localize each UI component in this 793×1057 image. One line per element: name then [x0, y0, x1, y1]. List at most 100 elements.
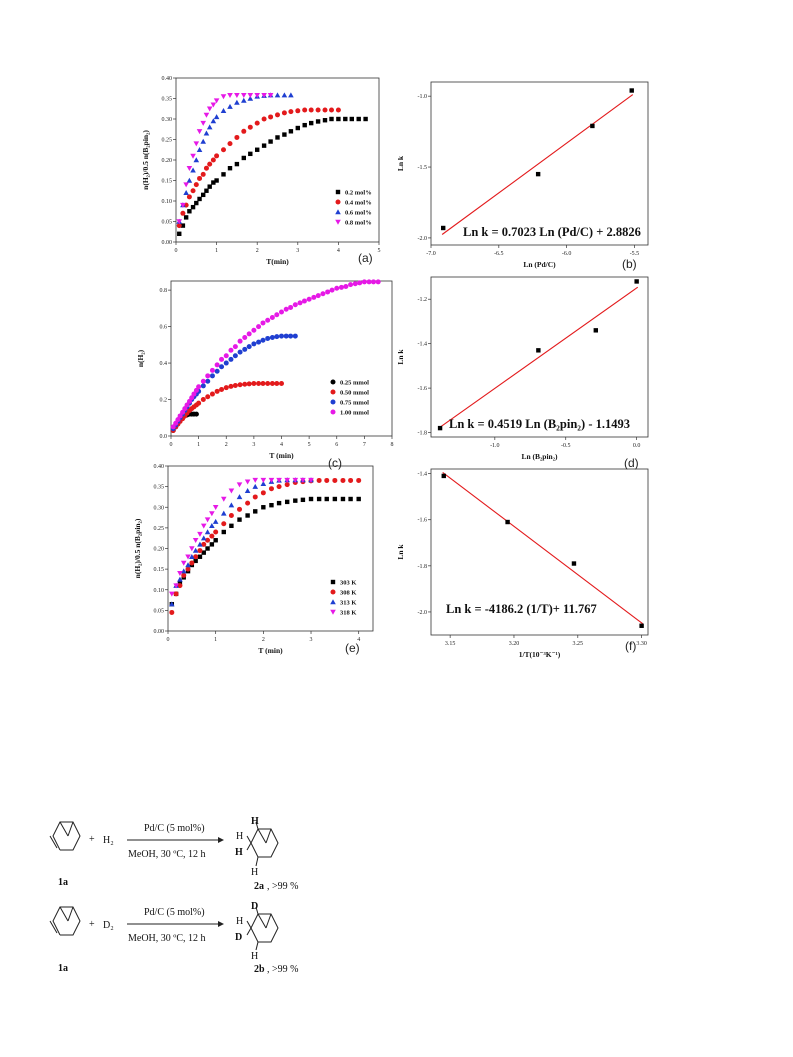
- data-point: [189, 560, 195, 566]
- y-tick-label: 0.00: [162, 240, 173, 246]
- data-point: [316, 496, 322, 502]
- panel-label: (b): [622, 257, 637, 271]
- data-point: [265, 317, 271, 323]
- data-point: [206, 106, 213, 112]
- y-tick-label: -1.4: [418, 342, 428, 348]
- data-point: [246, 344, 252, 350]
- data-point: [205, 378, 211, 384]
- data-point: [201, 192, 206, 198]
- data-point: [183, 215, 189, 220]
- data-point: [292, 477, 299, 483]
- data-point: [197, 554, 203, 559]
- legend-label: 313 K: [340, 600, 356, 607]
- legend-marker: [335, 209, 341, 215]
- data-point: [269, 335, 275, 341]
- data-point: [590, 123, 595, 129]
- x-axis-label: T (min): [258, 646, 283, 655]
- x-tick-label: 0: [175, 248, 178, 254]
- y-tick-label: -1.4: [418, 472, 428, 478]
- data-point: [246, 331, 252, 337]
- data-point: [268, 477, 275, 483]
- data-point: [189, 553, 195, 559]
- data-point: [203, 165, 209, 171]
- y-tick-label: -1.5: [418, 165, 428, 171]
- data-point: [292, 302, 298, 308]
- y-axis-label: Ln k: [396, 155, 405, 171]
- data-point: [197, 175, 203, 181]
- legend-label: 1.00 mmol: [340, 410, 369, 417]
- x-tick-label: -1.0: [490, 443, 500, 449]
- data-point: [177, 571, 183, 577]
- y-tick-label: 0.4: [160, 361, 168, 367]
- legend-label: 0.4 mol%: [345, 200, 372, 207]
- data-point: [283, 333, 289, 339]
- data-point: [221, 529, 226, 535]
- data-point: [221, 147, 227, 153]
- data-point: [251, 341, 257, 347]
- data-point: [349, 116, 354, 122]
- data-point: [189, 546, 195, 552]
- data-point: [324, 477, 330, 483]
- data-point: [207, 161, 213, 167]
- data-point: [212, 518, 219, 524]
- data-point: [181, 572, 187, 578]
- data-point: [228, 513, 234, 518]
- y-tick-label: 0.35: [154, 485, 165, 491]
- data-point: [210, 118, 217, 124]
- data-point: [366, 279, 372, 285]
- data-point: [177, 231, 182, 236]
- data-point: [274, 334, 280, 340]
- data-point: [214, 368, 220, 374]
- data-point: [300, 477, 306, 483]
- data-point: [343, 283, 349, 289]
- data-point: [267, 93, 274, 99]
- data-point: [269, 314, 275, 320]
- fit-equation: Ln k = 0.4519 Ln (B₂pin₂) - 1.1493: [449, 417, 630, 431]
- data-point: [332, 496, 338, 502]
- chart-a: 0 1 2 3 4 5 0.00 0.05 0.10 0.15 0.20 0.25 0.30 0.35 0.…: [141, 76, 381, 266]
- data-point: [180, 223, 186, 228]
- data-point: [288, 109, 294, 115]
- data-point: [288, 333, 294, 339]
- data-point: [302, 122, 307, 128]
- data-point: [207, 184, 212, 189]
- x-tick-label: 1: [197, 442, 200, 448]
- data-point: [300, 497, 306, 503]
- data-point: [256, 324, 262, 330]
- y-tick-label: 0.20: [154, 547, 165, 553]
- y-axis-label: Ln k: [396, 349, 405, 365]
- data-point: [261, 93, 267, 99]
- fit-equation: Ln k = -4186.2 (1/T)+ 11.767: [446, 602, 597, 616]
- x-axis-label: Ln (B₂pin₂): [522, 452, 558, 461]
- fit-line: [442, 472, 644, 625]
- x-tick-label: 5: [308, 442, 311, 448]
- x-tick-label: 3.25: [573, 641, 584, 647]
- x-tick-label: 3: [296, 248, 299, 254]
- data-point: [251, 327, 257, 333]
- data-point: [180, 202, 186, 208]
- data-point: [173, 591, 179, 597]
- series-313-k: [169, 477, 314, 607]
- data-point: [193, 411, 199, 417]
- data-point: [196, 400, 202, 406]
- data-point: [184, 402, 190, 408]
- data-point: [176, 223, 182, 229]
- data-point: [265, 335, 271, 341]
- data-point: [254, 120, 260, 126]
- data-point: [203, 112, 210, 118]
- data-point: [261, 505, 266, 510]
- plot-frame: [430, 276, 649, 438]
- data-point: [370, 279, 376, 285]
- data-point: [247, 124, 253, 130]
- data-point: [210, 157, 216, 163]
- data-point: [288, 129, 294, 134]
- data-point: [197, 531, 203, 537]
- data-point: [288, 92, 294, 98]
- x-tick-label: 0: [167, 637, 170, 643]
- data-point: [200, 138, 207, 144]
- y-tick-label: 0.35: [162, 97, 173, 103]
- data-point: [190, 204, 196, 210]
- data-point: [196, 384, 202, 390]
- panel-label: (d): [624, 456, 639, 470]
- data-point: [197, 548, 203, 554]
